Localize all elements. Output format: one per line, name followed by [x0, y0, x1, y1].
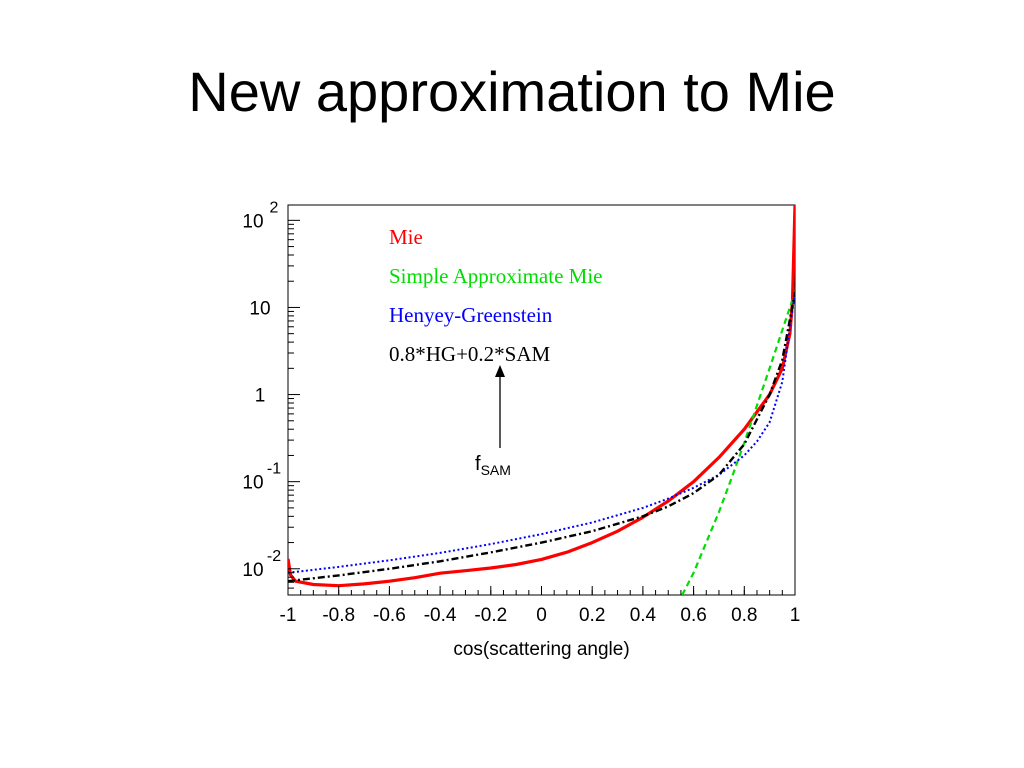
chart-svg: -1 -0.8 -0.6 -0.4 -0.2 0 0.2 0.4 0.6 0.8 1 10 2 10 1 10…	[242, 199, 800, 660]
legend-entry-2: Henyey-Greenstein	[389, 303, 553, 327]
x-tick-label: 0.4	[630, 605, 657, 626]
x-tick-label: 0.8	[731, 605, 757, 626]
annotation-arrow-head	[495, 365, 505, 377]
annotation-label-main: f	[475, 453, 481, 475]
y-tick-label: 10	[249, 298, 270, 319]
x-tick-label: 0.6	[680, 605, 706, 626]
series-line-2	[288, 291, 795, 574]
y-tick-label: 10	[242, 473, 263, 494]
x-tick-label: -1	[280, 605, 297, 626]
series-line-1	[681, 291, 795, 595]
y-tick-label: 10	[242, 560, 263, 581]
x-tick-label: -0.2	[474, 605, 507, 626]
x-tick-label: -0.6	[373, 605, 406, 626]
x-axis-label: cos(scattering angle)	[453, 639, 629, 660]
y-tick-exponent: 2	[270, 199, 279, 216]
y-tick-exponent: -1	[267, 461, 281, 478]
annotation-label-sub: SAM	[481, 462, 511, 478]
legend: Mie Simple Approximate Mie Henyey-Greenste…	[389, 225, 602, 366]
x-tick-label: 1	[790, 605, 801, 626]
y-tick-exponent: -2	[267, 548, 281, 565]
legend-entry-0: Mie	[389, 225, 423, 249]
x-tick-label: -0.4	[424, 605, 457, 626]
chart: -1 -0.8 -0.6 -0.4 -0.2 0 0.2 0.4 0.6 0.8 1 10 2 10 1 10…	[205, 190, 825, 680]
series-layer	[288, 205, 795, 595]
legend-entry-1: Simple Approximate Mie	[389, 264, 602, 288]
x-tick-label: 0.2	[579, 605, 605, 626]
x-tick-label: -0.8	[322, 605, 355, 626]
annotation-layer: fSAM	[475, 365, 511, 478]
annotation-label: fSAM	[475, 453, 511, 478]
series-line-3	[288, 291, 795, 583]
legend-entry-3: 0.8*HG+0.2*SAM	[389, 342, 551, 366]
y-tick-label: 10	[242, 211, 263, 232]
y-tick-label: 1	[255, 386, 266, 407]
axis-layer: -1 -0.8 -0.6 -0.4 -0.2 0 0.2 0.4 0.6 0.8 1 10 2 10 1 10…	[242, 199, 800, 660]
series-line-0	[288, 205, 795, 588]
slide-title: New approximation to Mie	[188, 60, 836, 123]
x-tick-label: 0	[536, 605, 547, 626]
